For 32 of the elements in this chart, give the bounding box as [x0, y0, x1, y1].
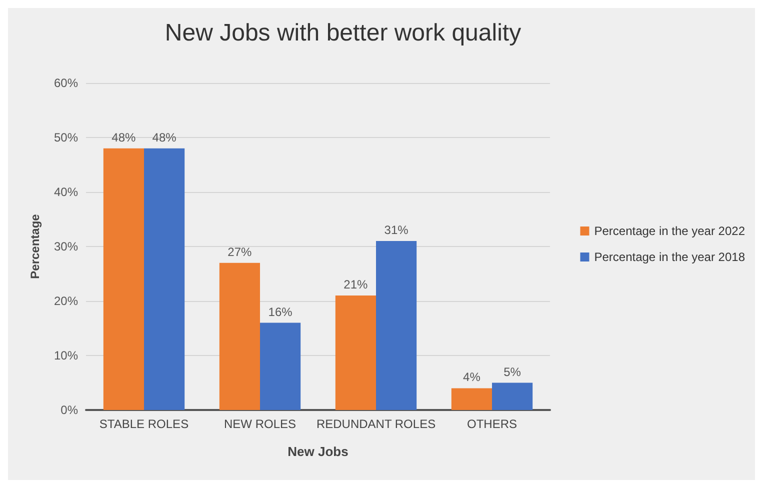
x-tick-label: STABLE ROLES [99, 417, 189, 431]
data-label: 21% [344, 278, 368, 292]
y-tick-label: 0% [60, 403, 78, 417]
bar [451, 388, 492, 410]
data-label: 27% [228, 244, 252, 259]
bar [103, 148, 144, 410]
bar [260, 322, 301, 410]
bar [376, 241, 417, 410]
data-label: 31% [384, 223, 409, 238]
y-tick-label: 50% [54, 130, 78, 144]
y-tick-label: 20% [54, 294, 78, 308]
bar [335, 296, 376, 410]
bar [144, 148, 185, 410]
legend-label: Percentage in the year 2022 [594, 224, 746, 238]
x-tick-label: REDUNDANT ROLES [316, 417, 436, 431]
y-axis-title: Percentage [28, 214, 42, 279]
bar [219, 262, 260, 410]
data-label: 5% [504, 364, 522, 379]
y-tick-label: 40% [54, 185, 78, 199]
x-tick-label: OTHERS [466, 417, 518, 431]
bar [492, 382, 533, 410]
data-label: 4% [463, 370, 481, 384]
legend-label: Percentage in the year 2018 [594, 250, 746, 264]
data-label: 48% [152, 130, 177, 144]
data-label: 48% [112, 130, 136, 144]
x-axis-title: New Jobs [288, 444, 348, 459]
x-tick-label: NEW ROLES [224, 417, 296, 431]
data-label: 16% [268, 304, 293, 319]
y-tick-label: 30% [54, 240, 78, 254]
y-tick-label: 10% [54, 348, 78, 362]
y-tick-label: 60% [54, 76, 78, 90]
chart-title: New Jobs with better work quality [164, 20, 522, 46]
